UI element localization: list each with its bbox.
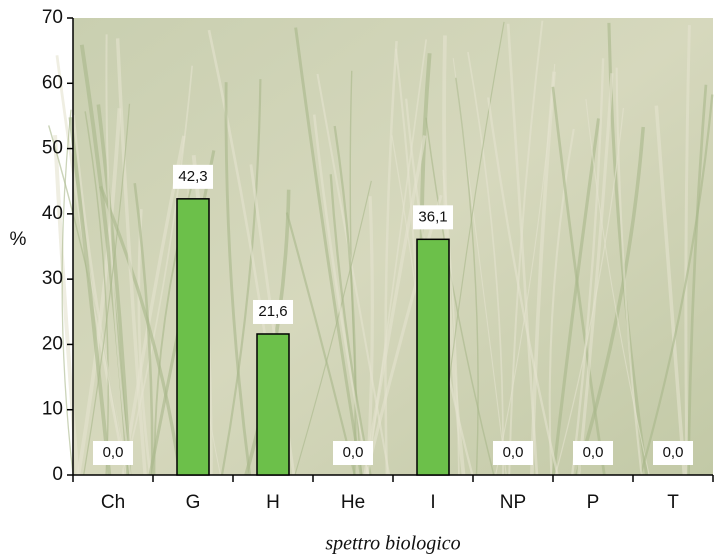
value-label-box (253, 299, 293, 324)
grass-blade (115, 38, 147, 476)
grass-blade (244, 189, 291, 476)
grass-blade (53, 135, 80, 476)
value-label-box (173, 164, 213, 189)
grass-blade (224, 82, 252, 476)
grass-blade (333, 125, 357, 476)
bar (256, 333, 290, 476)
grass-blade (83, 103, 131, 476)
grass-blade (105, 34, 132, 476)
y-tick-label: 60 (42, 72, 63, 93)
grass-blade (467, 51, 504, 476)
grass-blade (575, 126, 645, 476)
value-label: 36,1 (418, 208, 447, 225)
x-tick-label: NP (500, 492, 526, 513)
grass-blade (684, 24, 691, 476)
x-tick-label: Ch (101, 492, 125, 513)
grass-blade (577, 73, 614, 476)
bar (176, 198, 210, 476)
value-label: 0,0 (343, 444, 364, 461)
x-tick-label: I (430, 492, 435, 513)
grass-blade (329, 174, 372, 476)
grass-blade (551, 86, 606, 476)
y-tick-label: 40 (42, 203, 63, 224)
grass-blade (68, 117, 112, 476)
grass-blade (455, 77, 479, 476)
grass-blade (96, 104, 132, 476)
grass-blade (294, 27, 363, 476)
value-label: 0,0 (503, 444, 524, 461)
grass-blade (98, 185, 182, 476)
value-label-box (333, 441, 373, 465)
grass-blade (364, 194, 443, 476)
y-axis-label: % (10, 229, 27, 250)
y-tick-label: 0 (52, 464, 63, 485)
grass-blade (61, 109, 74, 476)
value-label: 21,6 (258, 303, 287, 320)
value-label: 0,0 (103, 444, 124, 461)
grass-blade (548, 128, 575, 476)
grass-blade (425, 117, 495, 476)
y-tick-label: 30 (42, 268, 63, 289)
grass-blade (84, 111, 109, 476)
x-tick-label: T (667, 492, 679, 513)
grass-blade (76, 108, 122, 476)
grass-blade (137, 209, 152, 476)
value-label-box (573, 441, 613, 465)
grass-blade (487, 97, 559, 476)
y-tick-label: 20 (42, 333, 63, 354)
grass-blade (585, 98, 650, 476)
grass-blade (220, 79, 262, 476)
grass-blade (384, 41, 398, 476)
value-label-box (653, 441, 693, 465)
x-axis-label: spettro biologico (325, 533, 460, 555)
grass-blade (294, 180, 372, 476)
grass-blade (363, 135, 427, 476)
grass-blade (551, 118, 601, 476)
grass-blade (72, 114, 129, 476)
value-label-box (93, 441, 133, 465)
grass-blade (366, 39, 428, 476)
value-label-box (413, 205, 453, 230)
grass-blade (508, 20, 544, 476)
bar (416, 238, 450, 476)
x-tick-label: P (587, 492, 600, 513)
x-tick-label: H (266, 492, 280, 513)
grass-blade (687, 84, 708, 476)
value-label: 0,0 (583, 444, 604, 461)
x-tick-label: G (186, 492, 201, 513)
y-tick-label: 50 (42, 138, 63, 159)
grass-blade (506, 23, 539, 476)
y-tick-label: 10 (42, 399, 63, 420)
grass-blade (615, 67, 643, 476)
x-tick-label: He (341, 492, 365, 513)
grass-blade (123, 65, 194, 476)
grass-blade (312, 114, 371, 476)
grass-blade (365, 196, 374, 476)
y-tick-label: 70 (42, 7, 63, 28)
grass-blade (654, 105, 687, 476)
value-label: 0,0 (663, 444, 684, 461)
grass-blade (639, 94, 714, 476)
grass-blade (571, 58, 605, 476)
value-label-box (493, 441, 533, 465)
value-label: 42,3 (178, 168, 207, 185)
